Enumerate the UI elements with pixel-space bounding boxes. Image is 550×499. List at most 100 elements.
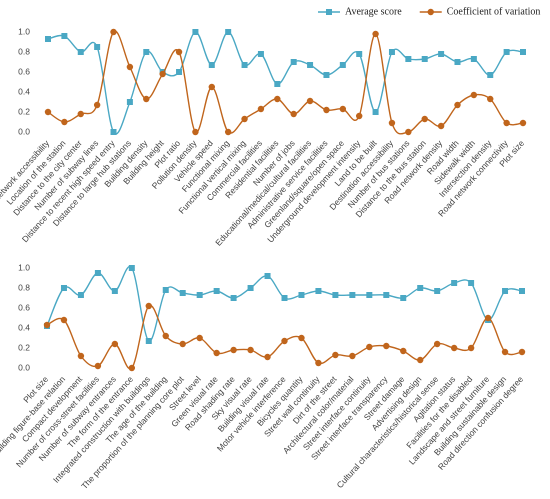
marker [145,338,152,344]
y-tick-label: 0.2 [18,342,30,352]
marker [388,49,395,55]
marker [339,105,347,113]
marker [405,128,412,136]
marker [213,349,220,357]
series-line [46,304,523,370]
marker [77,352,85,360]
marker [487,72,494,78]
marker [192,29,199,35]
marker [487,95,494,103]
y-tick-label: 0.8 [18,282,30,292]
marker [230,295,237,301]
marker [388,119,396,127]
y-tick-label: 0.4 [18,322,30,332]
marker [179,340,186,348]
marker [323,106,330,114]
marker [77,292,84,298]
marker [372,109,379,115]
marker [421,115,428,123]
marker [60,285,67,291]
marker [383,292,390,298]
marker [315,359,322,367]
y-tick-label: 0.0 [18,362,30,372]
marker [94,44,101,50]
marker [94,362,102,370]
marker [332,351,339,359]
marker [470,56,477,62]
marker [264,353,271,361]
marker [433,340,441,348]
marker [349,352,356,360]
legend-label: Average score [345,6,402,17]
marker [224,128,232,136]
marker [257,105,265,113]
marker [372,30,379,38]
marker [356,112,363,120]
marker [192,128,199,136]
marker [257,51,264,57]
marker [159,70,166,78]
marker [450,344,458,352]
marker [366,292,373,298]
marker [196,292,203,298]
marker [61,33,68,39]
y-tick-label: 0.0 [18,126,30,136]
marker [162,287,169,293]
y-tick-label: 1.0 [18,262,30,272]
marker [502,288,509,294]
marker [176,69,183,75]
marker [44,108,52,116]
marker [366,343,373,351]
y-tick-label: 0.8 [18,46,30,56]
marker [519,288,525,294]
marker [315,288,322,294]
marker [196,334,203,342]
marker [208,83,215,91]
marker [175,48,183,56]
marker [349,292,356,298]
marker [417,285,424,291]
marker [110,28,117,36]
marker [454,59,461,65]
marker [77,49,84,55]
marker [332,292,339,298]
marker [503,49,510,55]
marker [128,364,136,372]
marker [427,8,434,16]
marker [290,59,297,65]
marker [94,270,101,276]
marker [274,81,281,87]
y-tick-label: 0.2 [18,106,30,116]
marker [518,348,526,356]
marker [213,288,220,294]
marker [61,118,68,126]
marker [162,332,169,340]
marker [225,29,232,35]
marker [467,344,475,352]
marker [503,119,510,127]
marker [281,337,288,345]
y-tick-label: 0.6 [18,66,30,76]
y-tick-label: 0.4 [18,86,30,96]
y-tick-label: 1.0 [18,26,30,36]
marker [264,273,271,279]
series-line [47,30,524,135]
marker [400,347,407,355]
marker [421,56,428,62]
marker [470,91,478,99]
marker [111,340,119,348]
y-tick-label: 0.6 [18,302,30,312]
marker [405,56,412,62]
marker [417,356,424,364]
marker [484,314,492,322]
marker [437,122,445,130]
marker [454,101,461,109]
marker [126,99,133,105]
marker [179,290,186,296]
legend-label: Coefficient of variation [447,6,541,17]
marker [356,51,363,57]
marker [501,348,509,356]
marker [520,49,526,55]
marker [290,110,297,118]
